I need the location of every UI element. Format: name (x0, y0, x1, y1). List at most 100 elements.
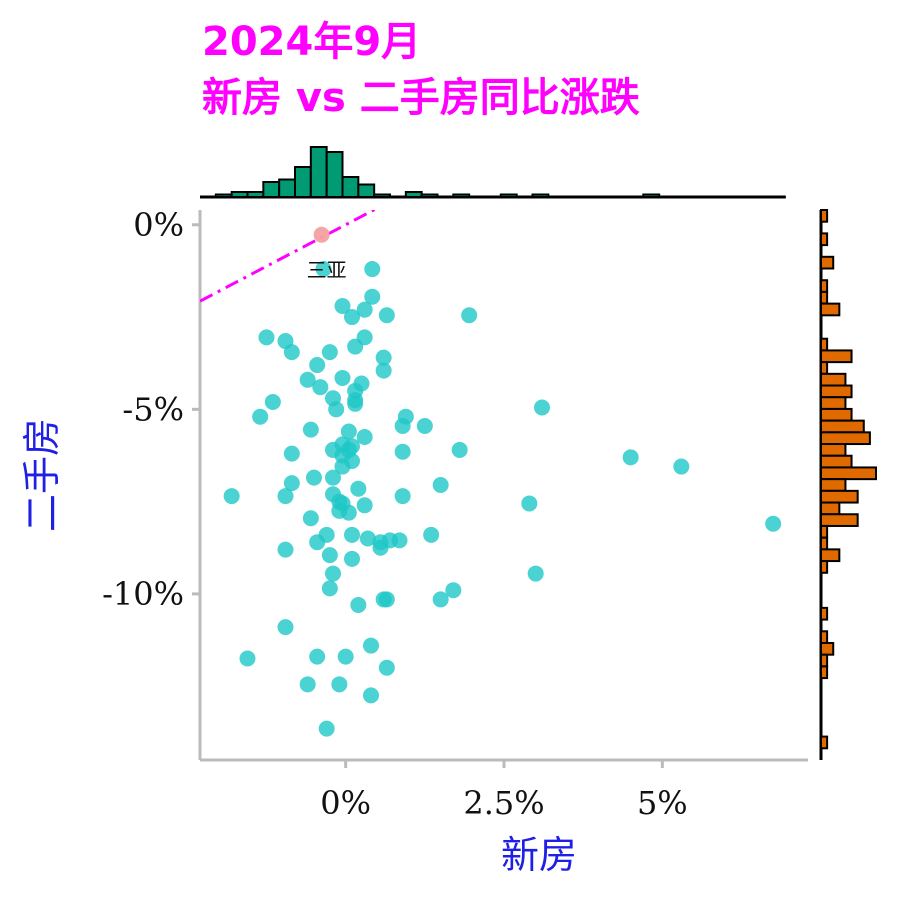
right-histogram-bar (820, 478, 847, 492)
x-tick-label: 0% (320, 784, 371, 822)
scatter-point (347, 395, 364, 412)
top-histogram-bar (278, 178, 296, 198)
right-histogram-bar (820, 606, 829, 621)
scatter-point (321, 580, 338, 597)
right-histogram-bar (820, 735, 829, 750)
right-histogram-bar (820, 548, 841, 563)
top-histogram-bar (420, 193, 439, 198)
scatter-point (344, 309, 360, 326)
scatter-point (363, 687, 379, 704)
right-histogram-bar (820, 630, 829, 644)
right-histogram-bar (820, 384, 853, 399)
top-histogram-bar (309, 146, 328, 198)
top-histogram-bar (341, 176, 360, 198)
scatter-point (302, 421, 319, 438)
scatter-point (223, 488, 240, 505)
scatter-point (445, 582, 462, 599)
scatter-point (299, 676, 316, 693)
right-histogram-bar (820, 466, 877, 481)
right-histogram-bar (820, 653, 829, 668)
top-histogram-bar (531, 193, 550, 198)
scatter-point (239, 650, 256, 667)
scatter-point (416, 417, 433, 434)
scatter-point (673, 458, 690, 475)
right-histogram-bar (820, 396, 847, 410)
scatter-point (527, 565, 544, 582)
right-histogram-bar (820, 290, 829, 305)
scatter-point (622, 449, 639, 466)
scatter-point (337, 648, 354, 665)
scatter-point (283, 344, 300, 361)
scatter-point (258, 329, 275, 346)
scatter-point (372, 539, 389, 556)
scatter-point (331, 676, 348, 693)
scatter-point (378, 307, 395, 324)
point-annotation: 三亚 (307, 258, 347, 282)
right-histogram-bar (820, 361, 829, 375)
top-histogram-bar (404, 191, 423, 198)
trend-line-group (200, 210, 378, 303)
y-tick-label: -5% (122, 390, 184, 428)
right-histogram-bar (820, 513, 859, 527)
top-histogram-bar (373, 193, 391, 198)
right-histogram-bar (820, 255, 835, 270)
scatter-point (363, 637, 379, 654)
right-histogram-bar (820, 302, 841, 317)
scatter-point (277, 488, 294, 505)
scatter-point (321, 547, 338, 564)
scatter-point (325, 469, 341, 486)
right-histogram-bar (820, 419, 865, 434)
scatter-point (321, 344, 338, 361)
scatter-point-highlight (313, 226, 330, 243)
top-histogram-bar (499, 193, 518, 198)
scatter-point (283, 475, 300, 492)
scatter-point (423, 526, 440, 543)
scatter-point (375, 362, 392, 379)
x-tick-label: 5% (637, 784, 688, 822)
chart-title-line2: 新房 vs 二手房同比涨跌 (202, 75, 640, 121)
scatter-point (312, 379, 329, 396)
scatter-point (328, 401, 345, 418)
scatter-point (364, 261, 381, 278)
scatter-point (534, 399, 550, 416)
right-histogram-bar (820, 337, 829, 352)
scatter-point (283, 445, 300, 462)
right-histogram-bar (820, 279, 829, 293)
scatter-point (432, 477, 449, 493)
top-histogram-bar (214, 193, 233, 198)
scatter-point (309, 534, 326, 551)
scatter-point (344, 550, 360, 567)
top-histogram-bar (642, 193, 661, 198)
right-histogram-bar (820, 372, 847, 387)
scatter-point (378, 591, 395, 608)
scatter-point (765, 515, 782, 532)
right-histogram-bar (820, 489, 859, 504)
scatter-point (334, 369, 351, 386)
y-tick-label: 0% (133, 206, 184, 244)
scatter-point (277, 541, 294, 558)
scatter-point (356, 429, 373, 446)
right-histogram-bar (820, 501, 841, 516)
scatter-point (359, 530, 376, 547)
right-histogram-bar (820, 524, 829, 539)
scatter-point (277, 619, 294, 636)
scatter-point (350, 480, 367, 497)
right-histogram-bar (820, 349, 853, 364)
right-histogram-bar (820, 232, 829, 247)
scatter-point (394, 417, 411, 434)
scatter-point (318, 720, 335, 737)
scatter-point (375, 349, 392, 366)
x-tick-label: 2.5% (463, 784, 544, 822)
scatter-point (394, 488, 411, 505)
scatter-point (334, 297, 351, 314)
scatter-point (394, 443, 411, 460)
x-axis-title: 新房 (501, 833, 577, 877)
top-histogram-bar (357, 183, 376, 198)
top-histogram-bar (325, 151, 344, 198)
top-histogram-bar (246, 191, 265, 198)
right-histogram-bar (820, 209, 829, 223)
trend-line (200, 210, 378, 303)
right-histogram-bar (820, 560, 829, 574)
